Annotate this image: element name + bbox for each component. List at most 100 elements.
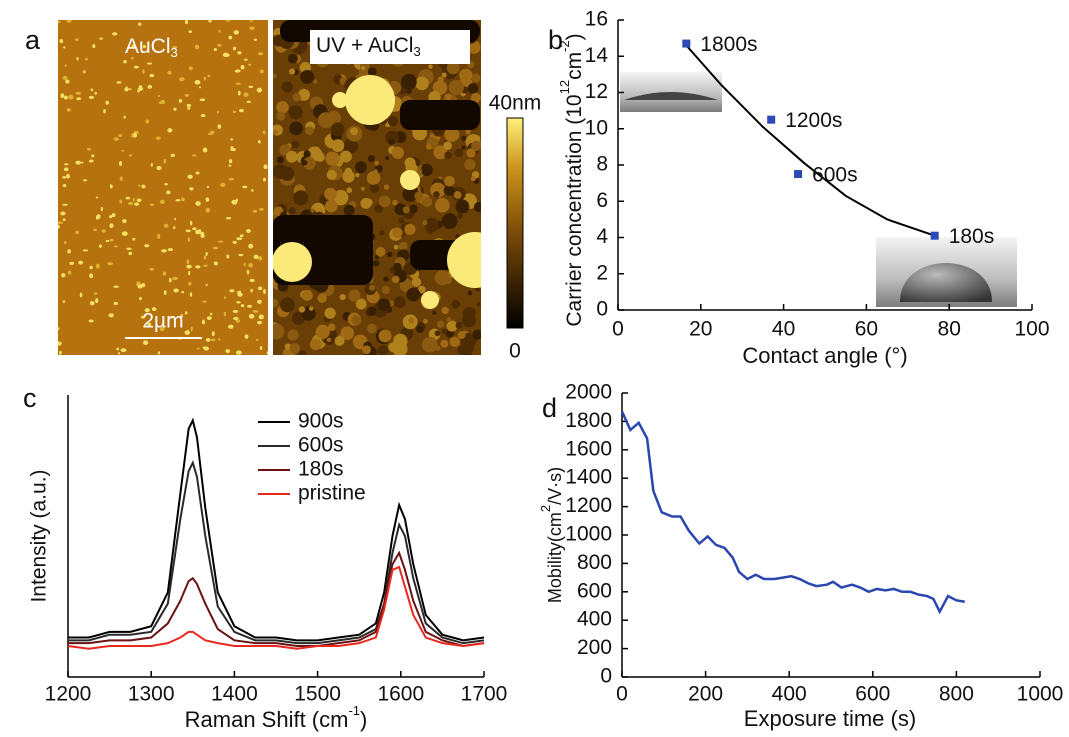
- particle: [249, 26, 255, 30]
- particle: [132, 197, 135, 202]
- grain: [441, 72, 447, 78]
- grain: [292, 93, 302, 102]
- y-tick-label: 14: [585, 44, 609, 67]
- bright-blob: [332, 92, 348, 108]
- particle: [133, 65, 140, 69]
- particle: [251, 189, 254, 192]
- particle: [205, 283, 208, 287]
- grain: [453, 191, 462, 199]
- grain: [287, 329, 299, 341]
- particle: [62, 75, 68, 80]
- x-tick-label: 1700: [461, 683, 508, 706]
- particle: [196, 347, 200, 350]
- particle: [107, 262, 113, 266]
- particle: [100, 206, 103, 212]
- point-label: 1200s: [785, 109, 842, 132]
- particle: [195, 171, 200, 175]
- particle: [66, 20, 72, 23]
- particle: [203, 255, 207, 260]
- grain: [331, 139, 345, 152]
- particle: [113, 301, 119, 306]
- y-tick-label: 200: [577, 636, 612, 659]
- particle: [142, 340, 149, 346]
- grain: [440, 339, 449, 348]
- particle: [232, 240, 237, 244]
- particle: [58, 221, 63, 224]
- x-tick-label: 20: [689, 318, 712, 341]
- particle: [248, 262, 253, 268]
- particle: [218, 29, 221, 33]
- particle: [224, 53, 230, 57]
- grain: [276, 111, 286, 121]
- grain: [475, 135, 480, 140]
- grain: [387, 138, 395, 145]
- particle: [137, 284, 143, 289]
- particle: [78, 260, 84, 265]
- particle: [262, 177, 267, 182]
- particle: [242, 185, 248, 189]
- particle: [213, 261, 218, 266]
- grain: [366, 306, 377, 317]
- particle: [206, 316, 212, 321]
- grain: [288, 105, 303, 120]
- particle: [252, 209, 258, 213]
- grain: [473, 201, 481, 213]
- grain: [273, 73, 277, 79]
- grain: [393, 296, 406, 308]
- bright-blob: [421, 291, 439, 309]
- bright-blob: [273, 242, 312, 282]
- particle: [109, 215, 113, 219]
- particle: [223, 311, 227, 317]
- particle: [156, 165, 162, 171]
- particle: [237, 51, 242, 55]
- particle: [81, 161, 84, 164]
- particle: [121, 231, 128, 236]
- particle: [262, 130, 266, 134]
- particle: [58, 327, 60, 330]
- particle: [194, 79, 201, 85]
- particle: [202, 346, 208, 349]
- particle: [205, 197, 210, 202]
- grain: [325, 199, 338, 213]
- title-part: AuCl: [125, 35, 171, 58]
- particle: [164, 183, 168, 186]
- particle: [59, 350, 62, 355]
- grain: [404, 223, 416, 236]
- grain: [287, 53, 298, 64]
- particle: [263, 289, 266, 295]
- particle: [256, 338, 259, 341]
- particle: [179, 77, 185, 82]
- grain: [339, 293, 346, 301]
- grain: [374, 254, 379, 260]
- particle: [211, 331, 215, 337]
- particle: [122, 219, 127, 224]
- grain: [391, 146, 404, 159]
- particle: [62, 184, 67, 188]
- particle: [227, 324, 234, 329]
- y-tick-label: 1600: [565, 437, 612, 460]
- grain: [343, 204, 355, 216]
- particle: [112, 32, 118, 36]
- particle: [64, 64, 67, 67]
- grain: [285, 150, 298, 163]
- y-tick-label: 10: [585, 116, 608, 139]
- particle: [94, 91, 97, 95]
- particle: [188, 281, 192, 286]
- label-part: Mobility(cm: [545, 512, 565, 603]
- particle: [116, 81, 122, 84]
- grain: [369, 284, 376, 291]
- grain: [377, 345, 389, 355]
- particle: [137, 86, 144, 91]
- series-line: [68, 550, 485, 647]
- grain: [326, 169, 337, 181]
- particle: [130, 56, 134, 60]
- particle: [199, 98, 206, 102]
- y-tick-label: 1200: [565, 494, 612, 517]
- point: [794, 170, 803, 179]
- particle: [128, 251, 133, 256]
- grain: [330, 122, 345, 137]
- label-superscript: -2: [557, 40, 572, 52]
- particle: [228, 164, 232, 167]
- grain: [386, 251, 393, 258]
- grain: [369, 183, 380, 194]
